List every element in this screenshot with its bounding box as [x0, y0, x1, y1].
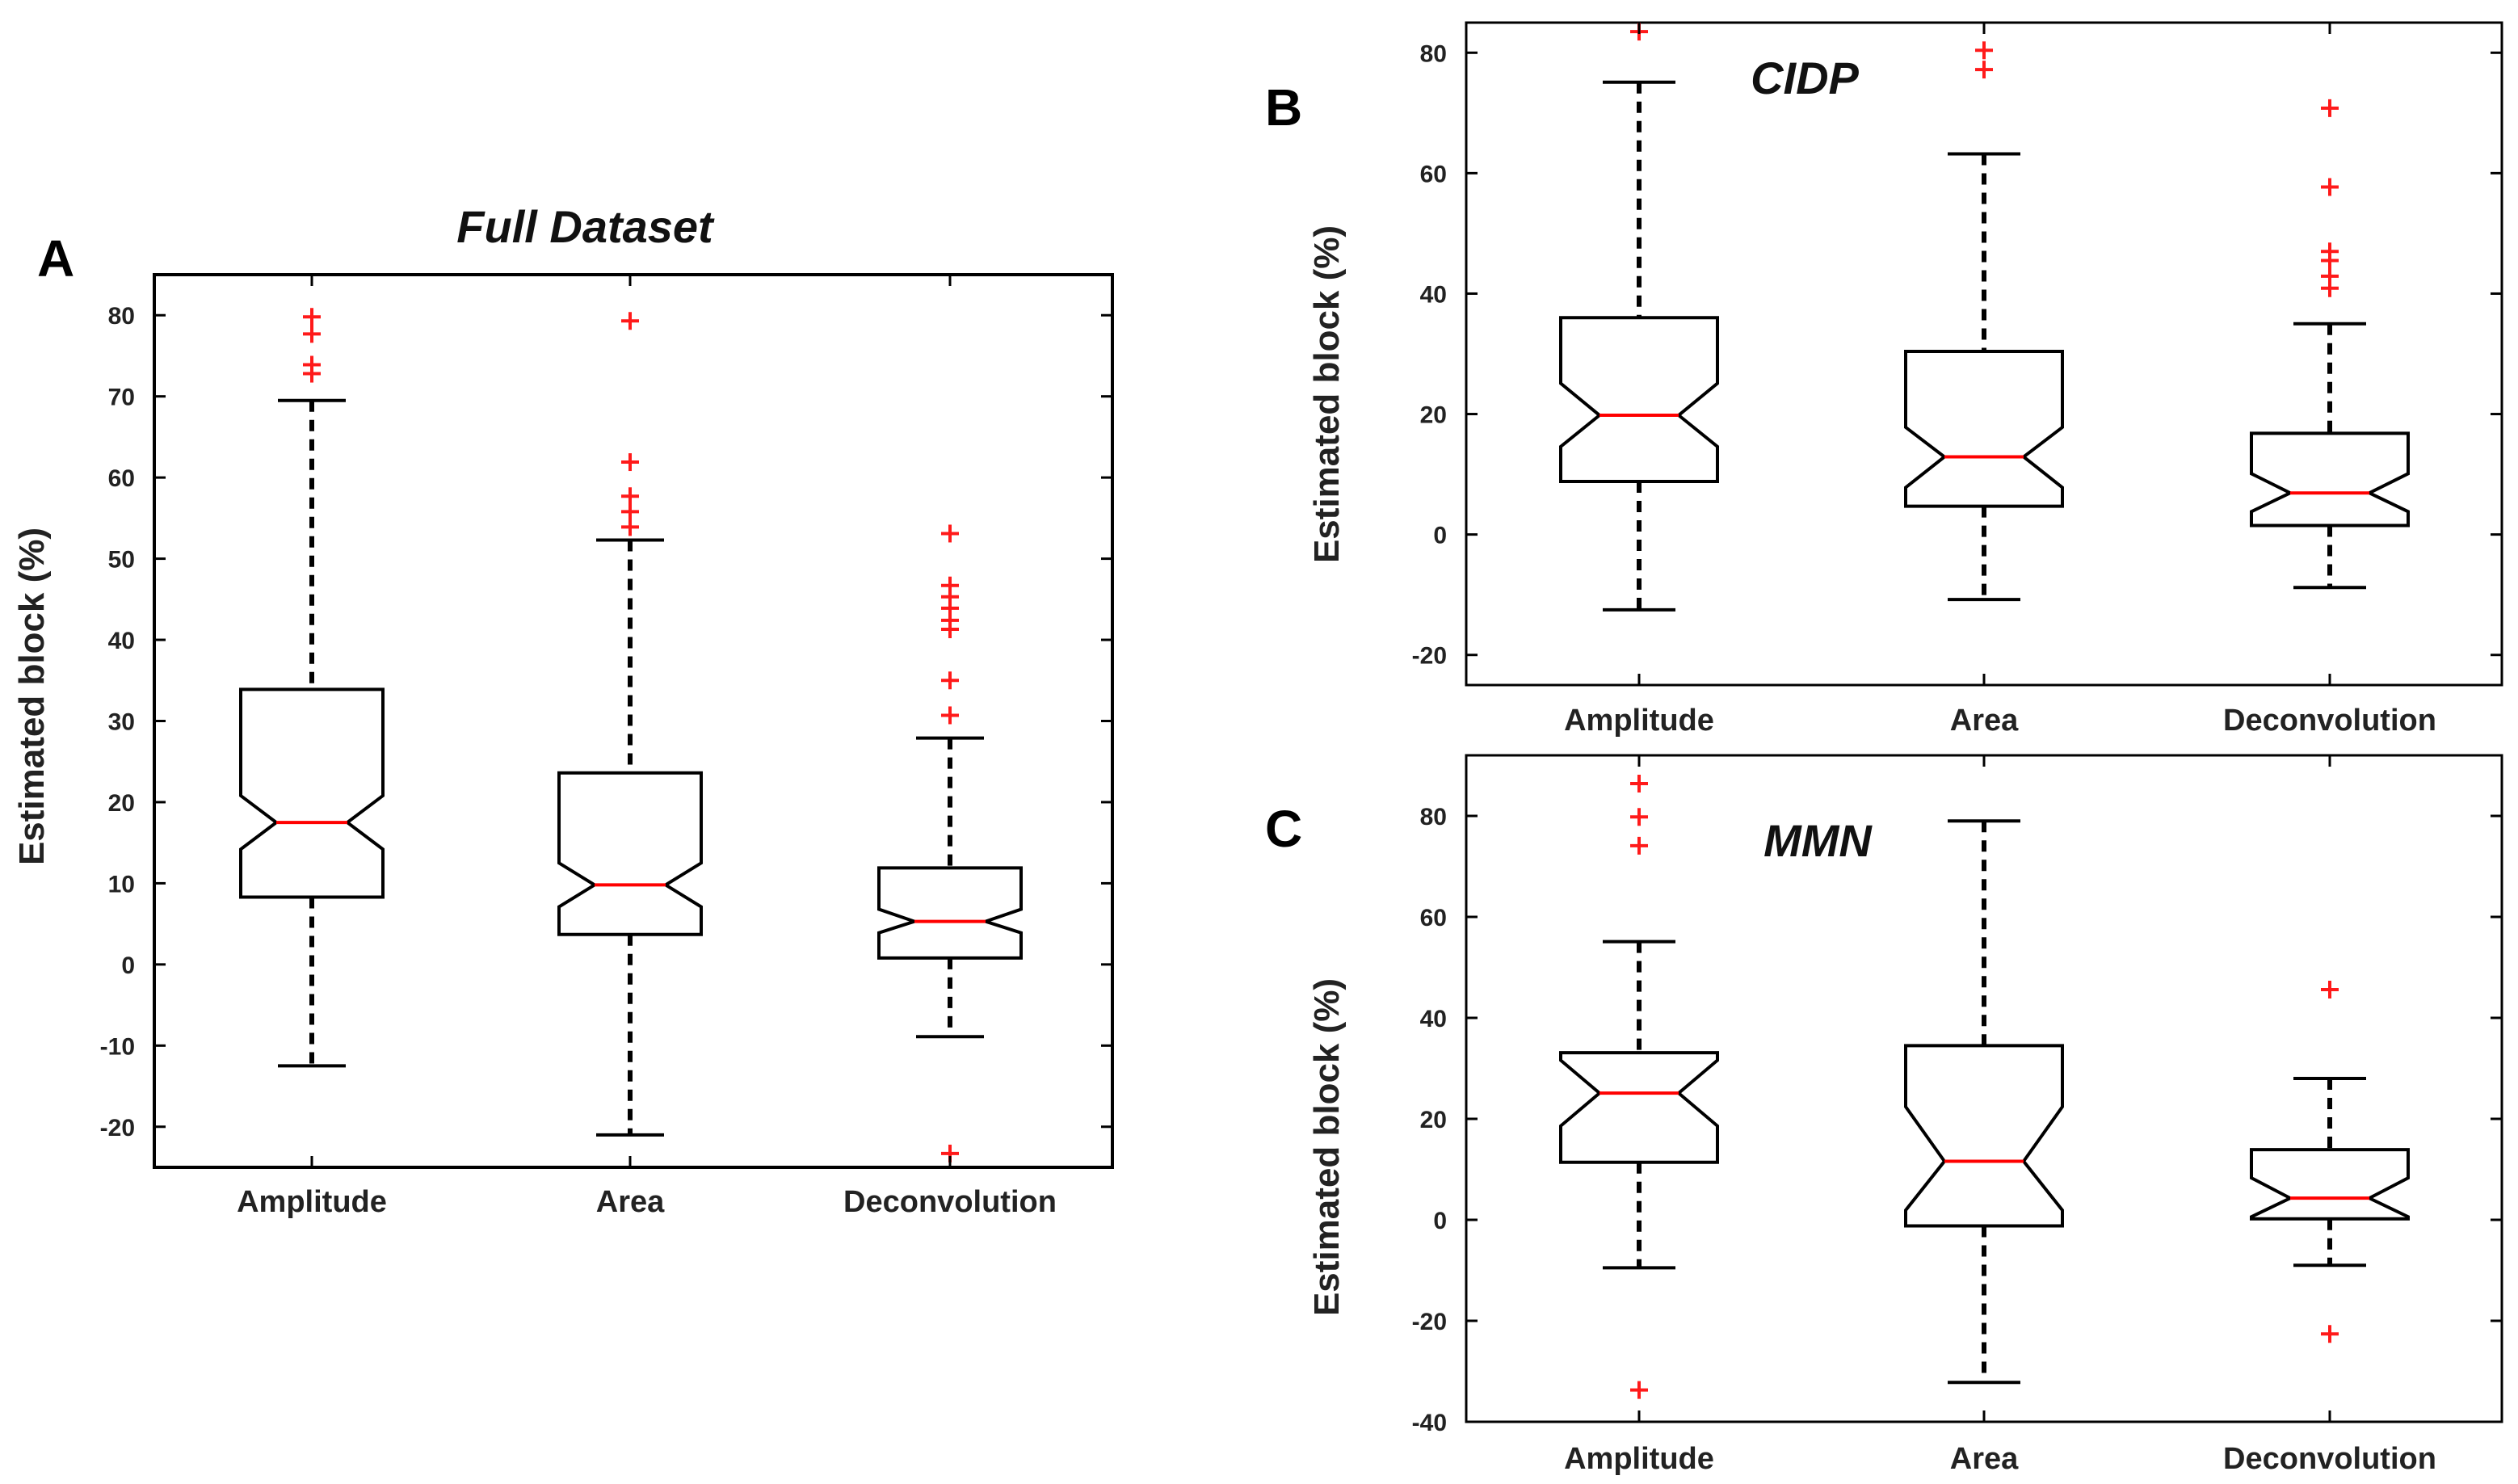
panel-a-boxes — [239, 308, 1023, 1162]
panel-a-full-dataset: A Full Dataset Estimated block (%) -20 -1… — [12, 201, 1114, 1219]
panel-c-box-area — [1904, 819, 2064, 1385]
panel-a-ytick-label: 40 — [108, 628, 135, 654]
notched-box — [1559, 1051, 1719, 1164]
notched-box — [2250, 431, 2410, 528]
panel-c-category-label: Area — [1950, 1442, 2019, 1476]
outlier-marker — [2321, 242, 2339, 261]
outlier-marker — [621, 312, 639, 330]
panel-a-ytick-label: 60 — [108, 465, 135, 492]
panel-b-ytick-label: 80 — [1420, 40, 1447, 67]
panel-b-ytick-label: 0 — [1433, 523, 1447, 549]
panel-c-ylabel: Estimated block (%) — [1307, 978, 1347, 1316]
panel-c-boxes — [1559, 775, 2410, 1399]
panel-c-category-label: Amplitude — [1564, 1442, 1714, 1476]
outlier-marker — [1630, 1381, 1648, 1399]
notched-box — [1904, 1044, 2064, 1228]
panel-b-ylabel: Estimated block (%) — [1307, 225, 1347, 563]
panel-b-cidp: B CIDP Estimated block (%) -20020406080 … — [1265, 21, 2503, 738]
panel-b-category-label: Amplitude — [1564, 704, 1714, 738]
panel-c-ytick-label: 0 — [1433, 1208, 1447, 1234]
panel-c-ytick-label: 60 — [1420, 905, 1447, 931]
panel-c-x-axis: Amplitude Area Deconvolution — [1564, 755, 2436, 1476]
outlier-marker — [941, 706, 959, 725]
panel-b-ytick-label: 40 — [1420, 281, 1447, 308]
outlier-marker — [2321, 1325, 2339, 1343]
outlier-marker — [941, 576, 959, 595]
panel-c-y-axis: -40 -20 0 20 40 60 80 — [1412, 804, 2502, 1436]
notched-box — [877, 866, 1023, 960]
panel-a-ytick-label: 20 — [108, 790, 135, 817]
panel-c-category-label: Deconvolution — [2223, 1442, 2436, 1476]
panel-c-box-deconvolution — [2250, 981, 2410, 1343]
panel-a-x-axis: Amplitude Area Deconvolution — [237, 275, 1057, 1219]
panel-a-category-label: Deconvolution — [843, 1185, 1057, 1219]
notched-box — [1904, 350, 2064, 508]
outlier-marker — [621, 453, 639, 472]
outlier-marker — [303, 308, 321, 326]
outlier-marker — [1630, 808, 1648, 826]
panel-a-ytick-label: 0 — [121, 952, 135, 979]
panel-a-ytick-label: 80 — [108, 303, 135, 330]
panel-a-ytick-label: -20 — [100, 1115, 135, 1141]
panel-b-ytick-label: 60 — [1420, 161, 1447, 187]
outlier-marker — [941, 671, 959, 690]
outlier-marker — [1630, 775, 1648, 792]
outlier-marker — [1975, 61, 1993, 79]
panel-a-ytick-label: 30 — [108, 709, 135, 736]
panel-a-title: Full Dataset — [456, 201, 715, 252]
panel-b-box-area — [1904, 41, 2064, 602]
panel-a-ytick-label: 50 — [108, 547, 135, 574]
outlier-marker — [1975, 41, 1993, 60]
panel-letter-a: A — [37, 229, 74, 288]
panel-b-category-label: Area — [1950, 704, 2019, 738]
outlier-marker — [303, 355, 321, 374]
panel-c-ytick-label: 80 — [1420, 804, 1447, 830]
panel-b-box-amplitude — [1559, 23, 1719, 612]
notched-box — [2250, 1148, 2410, 1221]
panel-c-box-amplitude — [1559, 775, 1719, 1399]
panel-a-category-label: Amplitude — [237, 1185, 387, 1219]
notched-box — [1559, 316, 1719, 484]
panel-a-ytick-label: 70 — [108, 385, 135, 411]
outlier-marker — [941, 524, 959, 543]
panel-letter-b: B — [1265, 78, 1302, 137]
panel-c-ytick-label: -20 — [1412, 1309, 1447, 1335]
panel-a-y-axis: -20 -10 0 10 20 30 40 50 60 70 80 — [100, 303, 1112, 1141]
panel-b-y-axis: -20 0 20 40 60 80 — [1412, 40, 2502, 670]
panel-a-ytick-label: 10 — [108, 871, 135, 898]
panel-b-x-axis: Amplitude Area Deconvolution — [1564, 23, 2436, 738]
panel-c-ytick-label: 20 — [1420, 1107, 1447, 1133]
outlier-marker — [303, 325, 321, 343]
notched-box — [557, 771, 703, 936]
panel-c-ytick-label: 40 — [1420, 1006, 1447, 1032]
panel-c-title: MMN — [1763, 815, 1873, 866]
outlier-marker — [621, 518, 639, 536]
panel-b-title: CIDP — [1751, 53, 1859, 103]
panel-c-mmn: C MMN Estimated block (%) -40 -20 0 20 40 60 8… — [1265, 754, 2503, 1476]
panel-letter-c: C — [1265, 800, 1302, 858]
panel-a-ytick-label: -10 — [100, 1033, 135, 1060]
panel-a-box-area — [557, 312, 703, 1137]
notched-box — [239, 687, 385, 899]
panel-a-box-deconvolution — [877, 524, 1023, 1162]
panel-a-box-amplitude — [239, 308, 385, 1068]
outlier-marker — [1630, 836, 1648, 855]
outlier-marker — [2321, 267, 2339, 285]
outlier-marker — [2321, 178, 2339, 196]
panel-c-ytick-label: -40 — [1412, 1410, 1447, 1436]
panel-b-ytick-label: 20 — [1420, 402, 1447, 429]
outlier-marker — [621, 487, 639, 506]
outlier-marker — [2321, 99, 2339, 117]
panel-b-boxes — [1559, 23, 2410, 612]
outlier-marker — [2321, 981, 2339, 998]
panel-b-box-deconvolution — [2250, 99, 2410, 590]
panel-a-category-label: Area — [596, 1185, 665, 1219]
outlier-marker — [621, 502, 639, 521]
panel-b-ytick-label: -20 — [1412, 643, 1447, 670]
panel-b-category-label: Deconvolution — [2223, 704, 2436, 738]
panel-a-ylabel: Estimated block (%) — [12, 528, 52, 865]
